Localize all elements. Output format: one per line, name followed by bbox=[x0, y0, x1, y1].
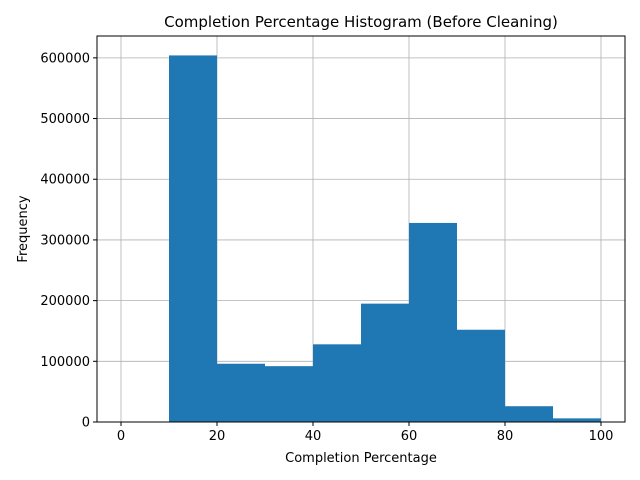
y-axis-label: Frequency bbox=[16, 195, 31, 262]
y-tick-label: 500000 bbox=[40, 112, 90, 127]
x-tick-label: 40 bbox=[305, 429, 322, 444]
x-tick-label: 0 bbox=[117, 429, 125, 444]
y-tick-label: 100000 bbox=[40, 355, 90, 370]
ticks: 0 20 40 60 80 100 0 100000 200000 300000 400000 500… bbox=[40, 51, 613, 444]
histogram-bar bbox=[553, 418, 601, 422]
histogram-bar bbox=[505, 406, 553, 422]
chart-title: Completion Percentage Histogram (Before … bbox=[164, 13, 558, 31]
y-tick-label: 400000 bbox=[40, 173, 90, 188]
y-tick-label: 300000 bbox=[40, 233, 90, 248]
bars bbox=[169, 55, 601, 422]
histogram-bar bbox=[457, 329, 505, 422]
y-tick-label: 600000 bbox=[40, 51, 90, 66]
histogram-bar bbox=[313, 344, 361, 422]
histogram-bar bbox=[409, 222, 457, 422]
histogram-bar bbox=[169, 55, 217, 422]
histogram-bar bbox=[265, 366, 313, 422]
y-tick-label: 0 bbox=[82, 416, 90, 431]
x-axis-label: Completion Percentage bbox=[285, 451, 437, 466]
plot-frame bbox=[96, 35, 626, 423]
y-tick-label: 200000 bbox=[40, 294, 90, 309]
x-tick-label: 60 bbox=[401, 429, 418, 444]
x-tick-label: 80 bbox=[497, 429, 514, 444]
x-tick-label: 100 bbox=[589, 429, 614, 444]
x-tick-label: 20 bbox=[209, 429, 226, 444]
histogram-bar bbox=[217, 363, 265, 422]
histogram-bar bbox=[361, 303, 409, 422]
